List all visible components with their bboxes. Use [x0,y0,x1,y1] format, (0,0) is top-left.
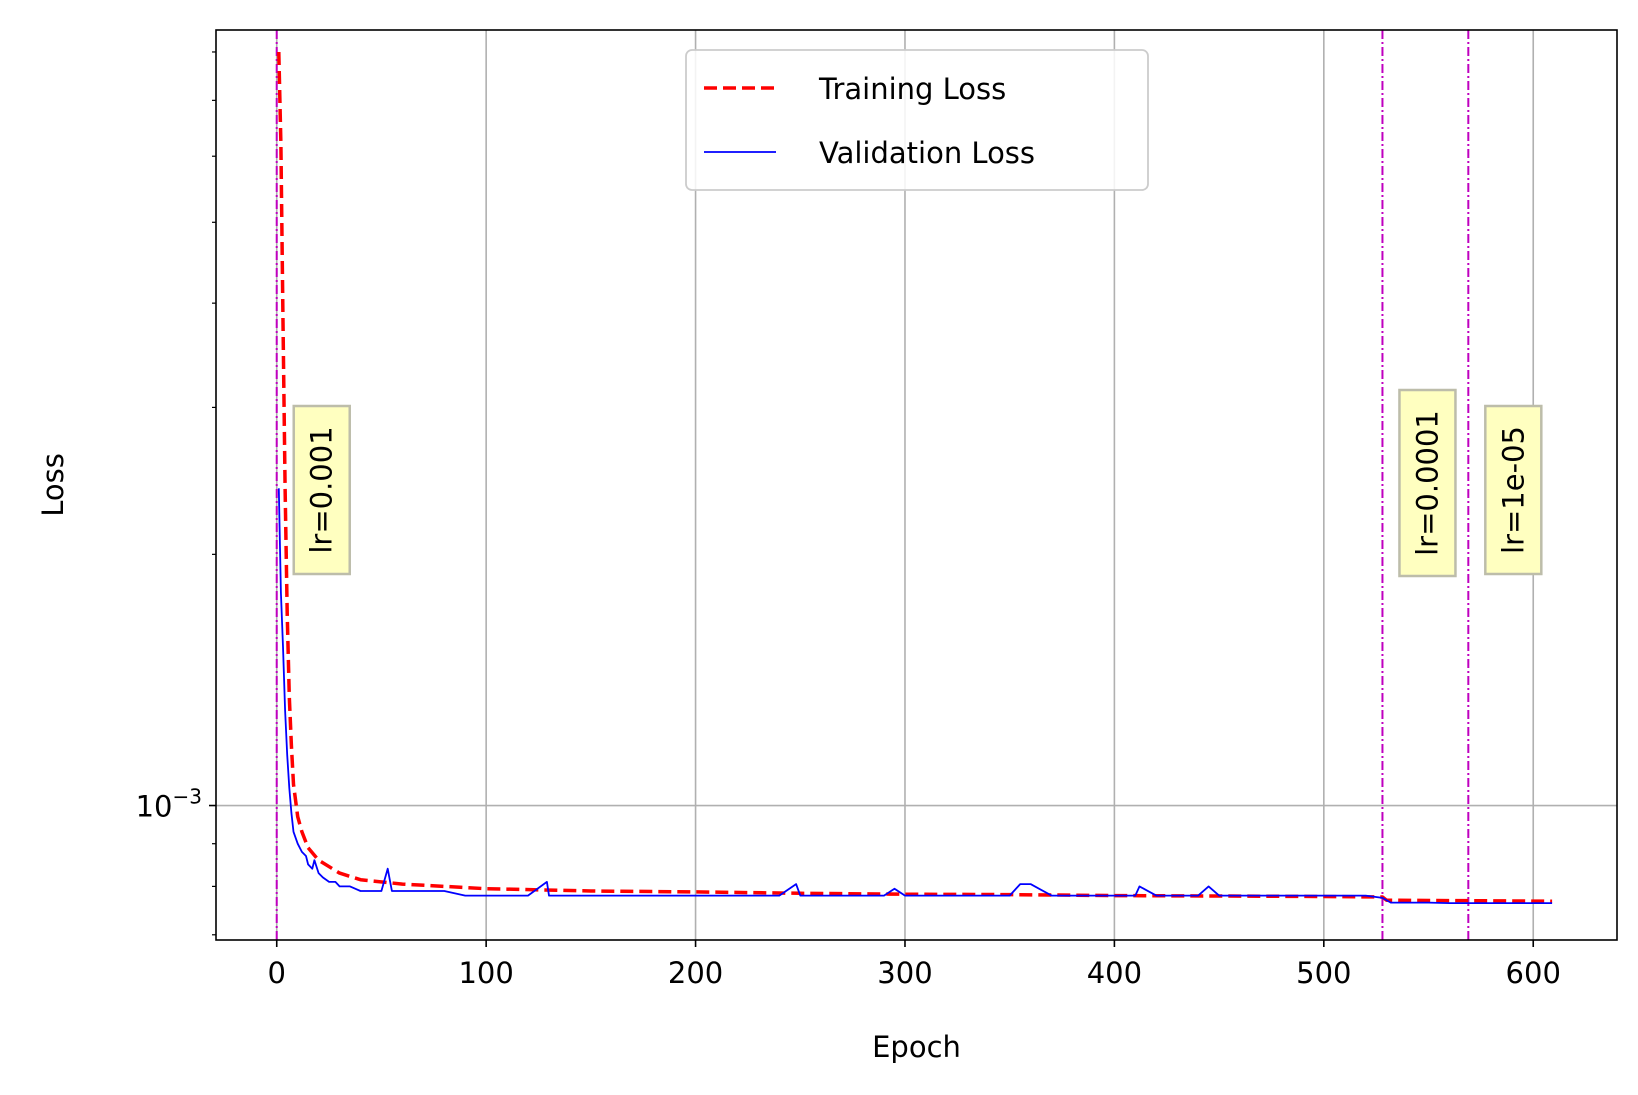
series-lines [277,51,1553,904]
legend: Training Loss Validation Loss [685,49,1149,191]
y-tick-label: 10−3 [136,785,202,824]
legend-label: Training Loss [818,72,1006,106]
x-tick-label: 0 [268,956,286,990]
lr-annotation-label: lr=0.001 [305,426,339,553]
x-tick-label: 200 [668,956,723,990]
lr-annotation: lr=0.0001 [1398,388,1457,578]
x-axis-label: Epoch [872,1030,961,1064]
lr-annotation-label: lr=0.0001 [1410,410,1444,556]
lr-annotation-label: lr=1e-05 [1496,426,1530,554]
y-axis-label: Loss [36,453,70,517]
x-tick-label: 300 [877,956,932,990]
lr-annotation-box [1398,388,1457,578]
x-tick-label: 600 [1506,956,1561,990]
lr-annotation-box [292,404,351,576]
lr-annotation-box [1484,404,1543,576]
lr-annotation: lr=1e-05 [1484,404,1543,576]
plot-frame [215,29,1618,941]
x-tick-label: 100 [458,956,513,990]
lr-change-lines: lr=0.001 lr=0.0001 lr=1e-05 [275,30,1543,940]
x-tick-label: 500 [1296,956,1351,990]
legend-label: Validation Loss [819,136,1035,170]
lr-annotation: lr=0.001 [292,404,351,576]
series-line [277,488,1553,904]
legend-box [685,49,1149,191]
x-tick-label: 400 [1087,956,1142,990]
axis-ticks: 0 100 200 300 400 500 600 10−3 [136,51,1561,990]
